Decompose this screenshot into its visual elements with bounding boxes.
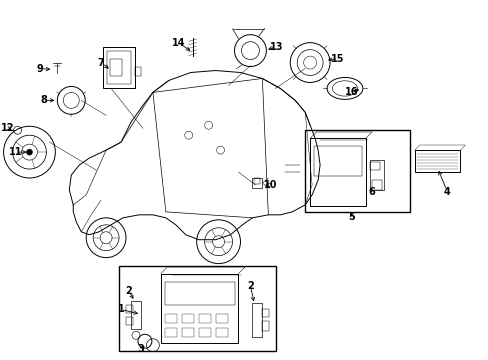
Bar — [262, 309, 269, 318]
Text: 1: 1 — [118, 305, 124, 314]
Bar — [262, 321, 269, 331]
Bar — [414, 150, 460, 172]
Bar — [110, 59, 122, 76]
Bar — [215, 328, 227, 337]
Text: 2: 2 — [125, 287, 132, 297]
Text: 7: 7 — [98, 58, 104, 68]
Circle shape — [26, 149, 32, 155]
Bar — [164, 282, 234, 305]
Text: 8: 8 — [40, 95, 47, 105]
Bar — [254, 178, 260, 184]
Bar — [126, 305, 133, 313]
Text: 11: 11 — [9, 147, 22, 157]
Text: 6: 6 — [368, 187, 374, 197]
Text: 9: 9 — [36, 63, 43, 73]
Bar — [369, 162, 379, 170]
Text: 16: 16 — [345, 87, 358, 98]
Text: 14: 14 — [172, 38, 185, 48]
Bar — [371, 180, 381, 190]
Bar — [369, 160, 383, 190]
Bar — [107, 51, 131, 85]
Bar — [182, 314, 193, 323]
Bar — [103, 47, 135, 89]
Bar — [198, 314, 210, 323]
Bar — [126, 318, 133, 325]
Bar — [198, 328, 210, 337]
Text: 4: 4 — [443, 187, 450, 197]
Text: 3: 3 — [137, 344, 144, 354]
Bar — [309, 138, 365, 206]
Text: 15: 15 — [330, 54, 344, 64]
Text: 10: 10 — [263, 180, 277, 190]
Bar — [252, 178, 262, 188]
Bar — [313, 146, 361, 176]
Bar — [215, 314, 227, 323]
Bar — [164, 314, 177, 323]
Bar — [135, 67, 141, 76]
Bar — [164, 328, 177, 337]
Text: 5: 5 — [348, 212, 355, 222]
Bar — [305, 130, 409, 212]
Bar — [182, 328, 193, 337]
Bar — [131, 301, 141, 329]
Bar — [252, 303, 262, 337]
Text: 12: 12 — [1, 123, 14, 133]
Bar — [119, 266, 276, 351]
Bar — [161, 274, 238, 343]
Text: 2: 2 — [246, 280, 253, 291]
Text: 13: 13 — [269, 42, 283, 51]
